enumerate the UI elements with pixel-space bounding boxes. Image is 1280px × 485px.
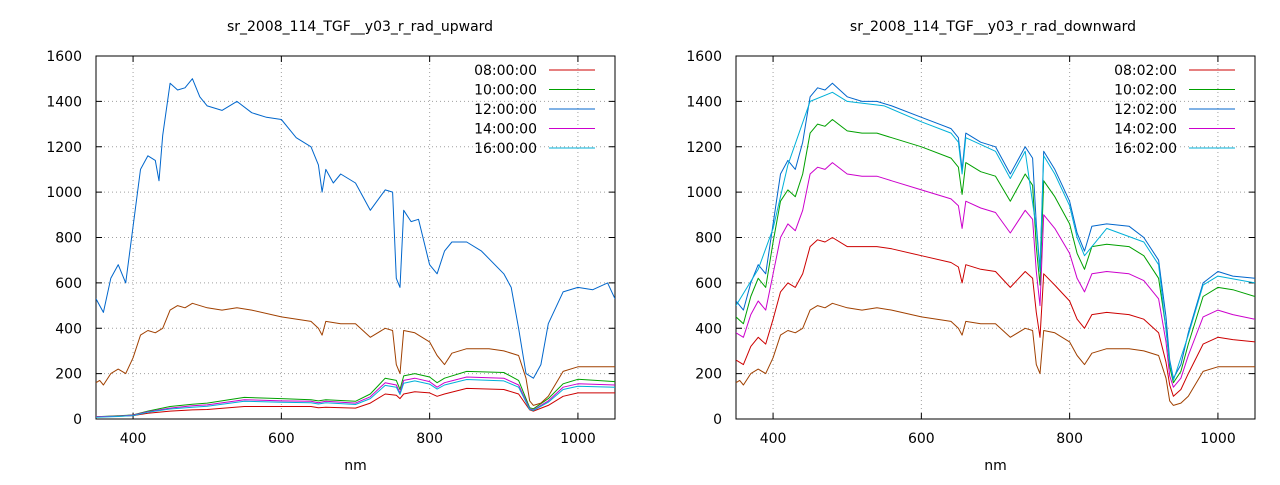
- y-tick-label: 400: [55, 321, 82, 337]
- x-tick-label: 600: [268, 431, 295, 447]
- y-tick-label: 1200: [686, 140, 722, 156]
- y-tick-label: 1400: [46, 94, 82, 110]
- legend-label: 08:02:00: [1114, 63, 1177, 79]
- x-tick-label: 400: [120, 431, 147, 447]
- legend-label: 10:02:00: [1114, 83, 1177, 99]
- legend-label: 08:00:00: [474, 63, 537, 79]
- y-tick-label: 200: [55, 367, 82, 383]
- x-axis-label: nm: [344, 458, 367, 474]
- series-line-12-02-00: [736, 82, 1255, 379]
- y-tick-label: 400: [695, 321, 722, 337]
- y-tick-label: 600: [55, 276, 82, 292]
- series-line-08-02-00: [736, 237, 1255, 397]
- legend-label: 10:00:00: [474, 83, 537, 99]
- x-tick-label: 800: [416, 431, 443, 447]
- y-tick-label: 1600: [46, 49, 82, 65]
- series-line-16-00-00: [96, 379, 615, 418]
- chart-1: sr_2008_114_TGF__y03_r_rad_upward 0 200 400…: [46, 19, 616, 474]
- series-line-unlabeled: [96, 302, 615, 406]
- chart-title: sr_2008_114_TGF__y03_r_rad_upward: [227, 19, 493, 35]
- x-axis-label: nm: [984, 458, 1007, 474]
- x-tick-label: 800: [1056, 431, 1083, 447]
- x-tick-label: 400: [760, 431, 787, 447]
- y-tick-label: 1000: [686, 185, 722, 201]
- legend-label: 12:02:00: [1114, 102, 1177, 118]
- legend-label: 14:00:00: [474, 122, 537, 138]
- y-tick-label: 800: [695, 231, 722, 247]
- y-tick-label: 1600: [686, 49, 722, 65]
- y-tick-label: 200: [695, 367, 722, 383]
- plot-frame: [95, 55, 616, 420]
- series-line-14-02-00: [736, 162, 1255, 388]
- series-line-unlabeled: [736, 302, 1255, 406]
- x-tick-label: 1000: [560, 431, 596, 447]
- y-tick-label: 1200: [46, 140, 82, 156]
- series-line-12-00-00: [96, 78, 615, 379]
- y-tick-label: 0: [713, 412, 722, 428]
- series-line-16-02-00: [736, 91, 1255, 381]
- legend-label: 12:00:00: [474, 102, 537, 118]
- series-line-10-02-00: [736, 119, 1255, 384]
- y-tick-label: 1400: [686, 94, 722, 110]
- y-tick-label: 800: [55, 231, 82, 247]
- legend-label: 16:02:00: [1114, 141, 1177, 157]
- x-tick-label: 600: [908, 431, 935, 447]
- chart-2: sr_2008_114_TGF__y03_r_rad_downward 0 200 4…: [686, 19, 1256, 474]
- series-line-08-00-00: [96, 387, 615, 418]
- y-tick-label: 1000: [46, 185, 82, 201]
- x-tick-label: 1000: [1200, 431, 1236, 447]
- plot-frame: [735, 55, 1256, 420]
- y-tick-label: 0: [73, 412, 82, 428]
- legend-label: 16:00:00: [474, 141, 537, 157]
- legend-label: 14:02:00: [1114, 122, 1177, 138]
- chart-title: sr_2008_114_TGF__y03_r_rad_downward: [850, 19, 1136, 35]
- y-tick-label: 600: [695, 276, 722, 292]
